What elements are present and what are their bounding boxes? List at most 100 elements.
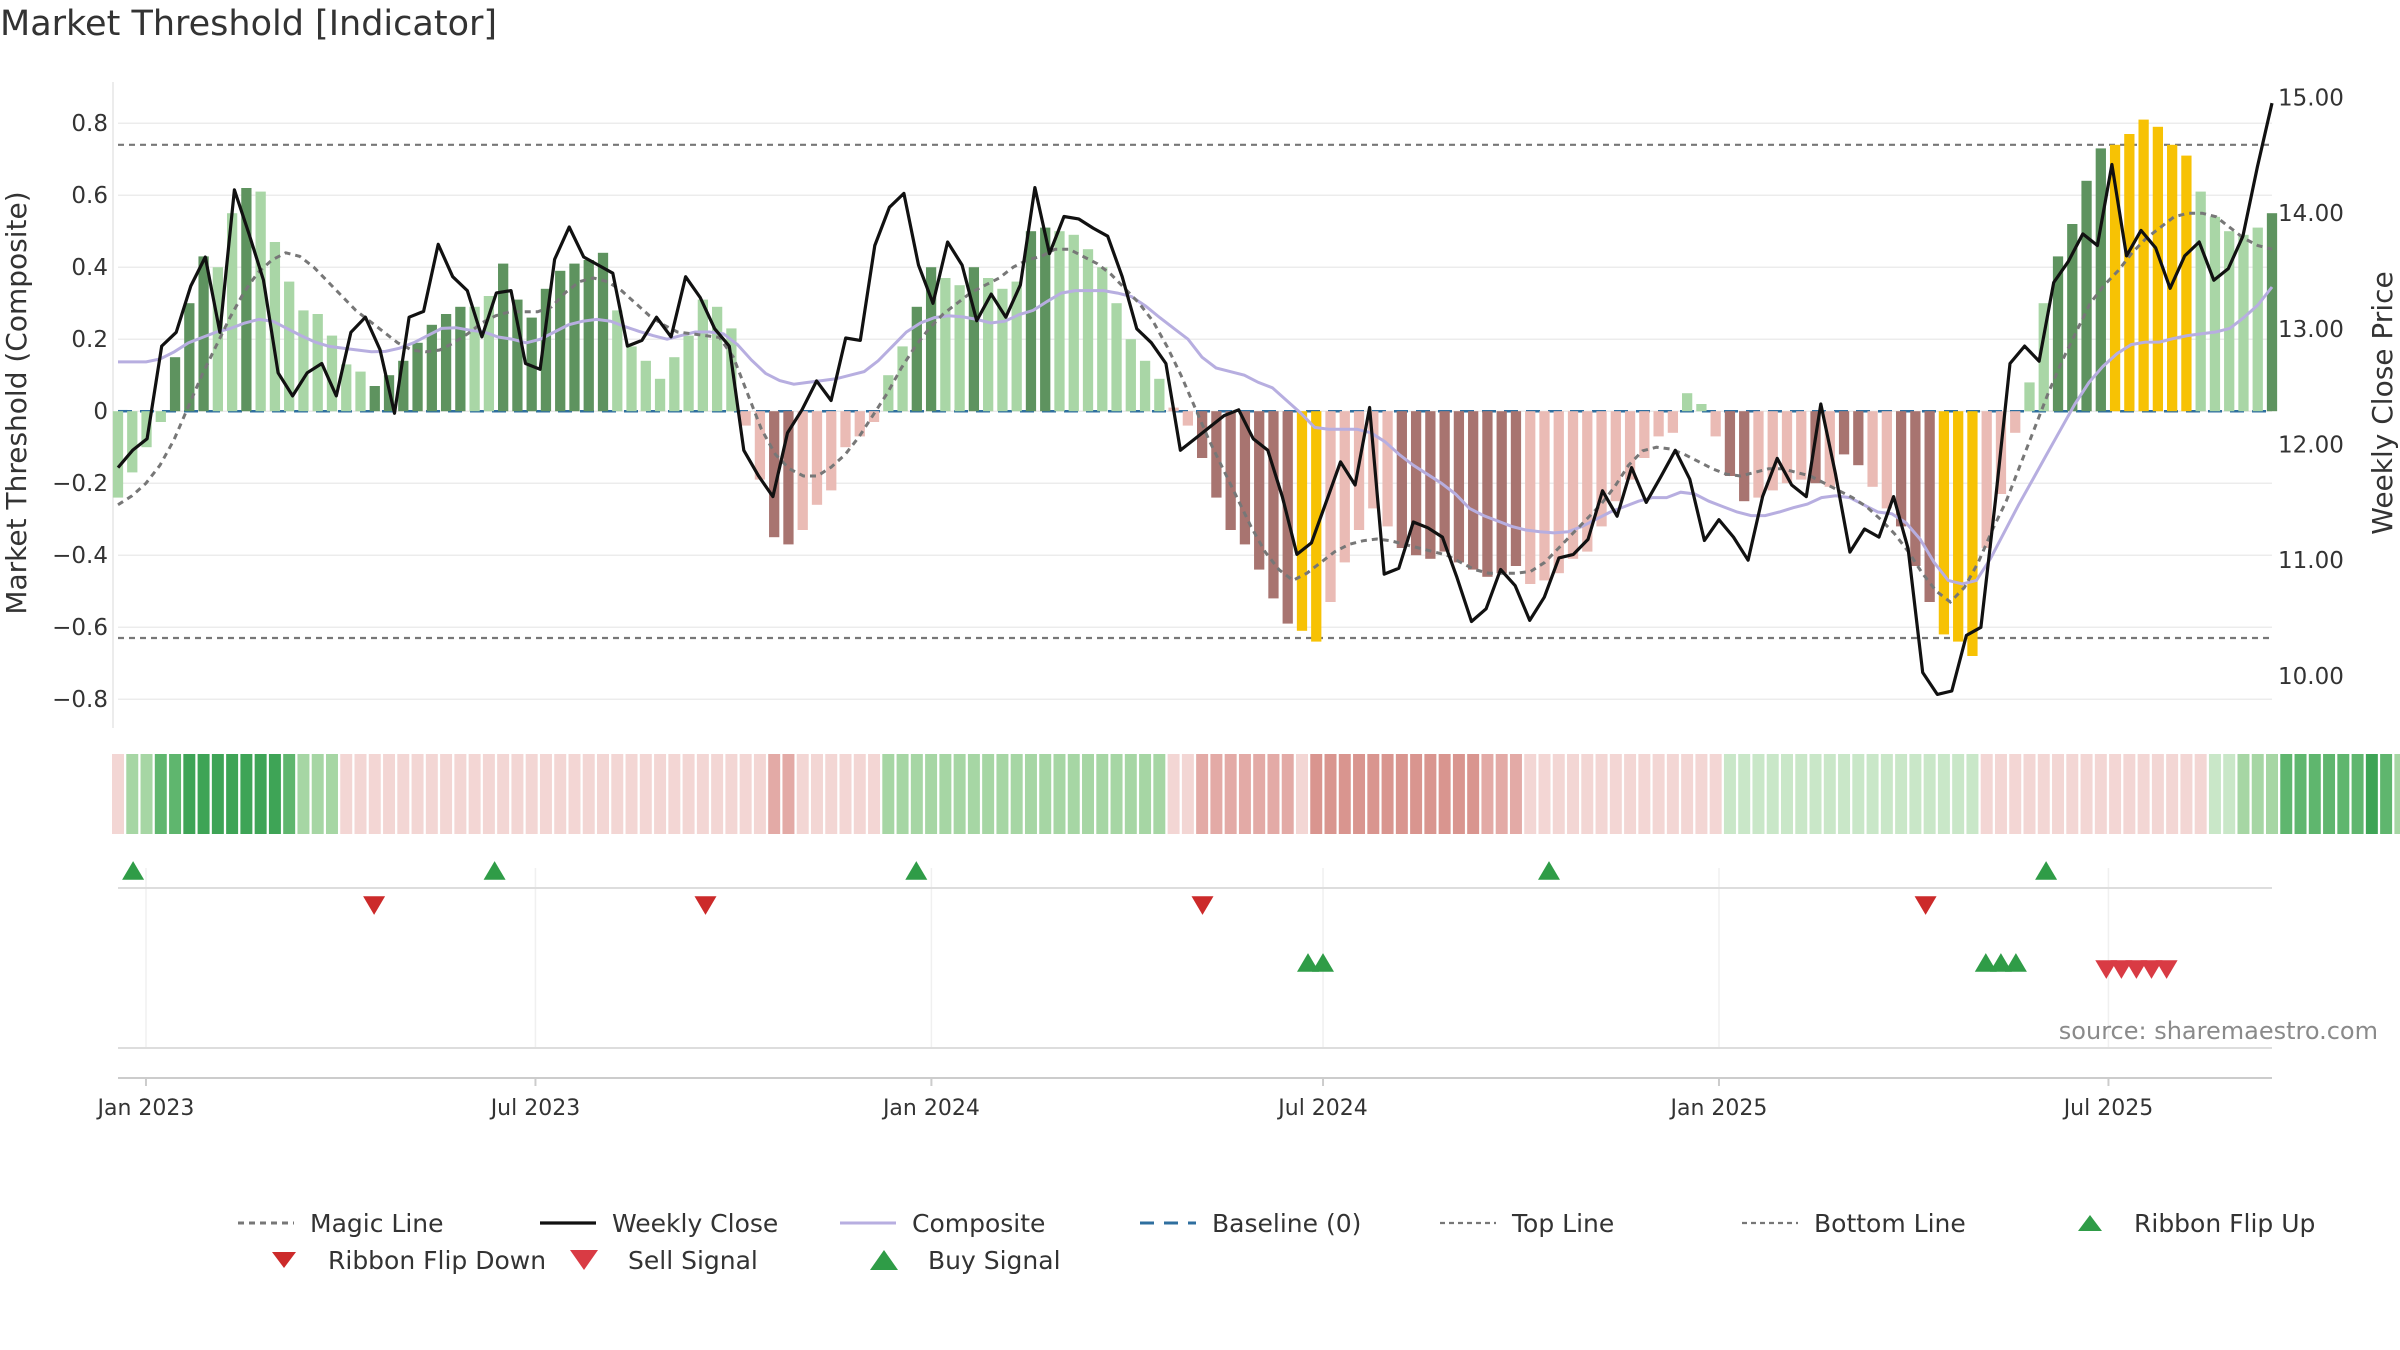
- ribbon-cell-102: [1567, 754, 1580, 834]
- ribbon-cell-2: [140, 754, 153, 834]
- composite-bar-5: [184, 303, 195, 412]
- x-tick-label: Jan 2025: [1669, 1096, 1768, 1121]
- ribbon-cell-74: [1167, 754, 1180, 834]
- composite-bar-18: [369, 386, 380, 412]
- x-tick-label: Jul 2025: [2062, 1096, 2154, 1121]
- ribbon-cell-8: [226, 754, 239, 834]
- legend-swatch: [1742, 1221, 1798, 1225]
- composite-bar-51: [840, 411, 851, 448]
- ribbon-cell-151: [2266, 754, 2278, 834]
- composite-bar-2: [141, 411, 152, 448]
- legend-swatch: [1140, 1221, 1196, 1225]
- ribbon-cell-106: [1624, 754, 1637, 834]
- ribbon-cell-0: [112, 754, 124, 834]
- ribbon-cell-155: [2323, 754, 2336, 834]
- ribbon-cell-30: [539, 754, 552, 834]
- ribbon-flip-up-marker: [122, 861, 145, 880]
- ribbon-cell-146: [2194, 754, 2207, 834]
- composite-bar-108: [1653, 411, 1664, 437]
- composite-bar-101: [1553, 411, 1564, 574]
- sell-signal-marker: [2140, 960, 2163, 979]
- ribbon-cell-37: [639, 754, 652, 834]
- legend-swatch: [870, 1250, 898, 1270]
- ribbon-cell-140: [2109, 754, 2122, 834]
- composite-bar-144: [2167, 144, 2178, 412]
- ribbon-cell-56: [910, 754, 923, 834]
- composite-bar-36: [626, 346, 637, 412]
- legend-label: Bottom Line: [1814, 1208, 1966, 1238]
- composite-bar-49: [811, 411, 823, 505]
- composite-bar-38: [654, 378, 666, 412]
- ribbon-flip-up-marker: [1538, 861, 1560, 880]
- ribbon-cell-79: [1238, 754, 1251, 834]
- composite-bar-128: [1938, 411, 1950, 635]
- ribbon-cell-71: [1124, 754, 1137, 834]
- ribbon-cell-58: [939, 754, 952, 834]
- ribbon-cell-136: [2052, 754, 2065, 834]
- ribbon-cell-49: [810, 754, 823, 834]
- composite-bar-68: [1082, 249, 1094, 412]
- ribbon-cell-129: [1952, 754, 1965, 834]
- ribbon-cell-23: [440, 754, 453, 834]
- composite-bar-126: [1910, 411, 1921, 566]
- ribbon-cell-134: [2023, 754, 2036, 834]
- ribbon-cell-22: [425, 754, 438, 834]
- ribbon-cell-91: [1410, 754, 1423, 834]
- left-y-tick-label: 0: [93, 399, 108, 425]
- ribbon-cell-72: [1139, 754, 1152, 834]
- legend-label: Ribbon Flip Down: [328, 1245, 547, 1275]
- composite-bar-109: [1667, 411, 1679, 433]
- ribbon-cell-65: [1039, 754, 1052, 834]
- ribbon-cell-40: [682, 754, 695, 834]
- ribbon-cell-123: [1866, 754, 1879, 834]
- ribbon-cell-127: [1923, 754, 1936, 834]
- composite-bar-112: [1710, 411, 1721, 437]
- ribbon-cell-152: [2280, 754, 2293, 834]
- ribbon-cell-1: [126, 754, 139, 834]
- composite-bar-20: [398, 360, 409, 412]
- ribbon-cell-52: [853, 754, 866, 834]
- ribbon-cell-87: [1353, 754, 1366, 834]
- ribbon-cell-66: [1053, 754, 1066, 834]
- ribbon-cell-32: [568, 754, 581, 834]
- composite-bar-61: [983, 278, 994, 412]
- composite-bar-72: [1139, 360, 1151, 412]
- ribbon-cell-113: [1723, 754, 1736, 834]
- ribbon-cell-128: [1937, 754, 1950, 834]
- composite-bar-113: [1724, 411, 1736, 476]
- composite-bar-146: [2195, 191, 2206, 412]
- composite-bar-53: [868, 411, 880, 422]
- composite-bar-147: [2209, 216, 2221, 412]
- composite-bar-24: [455, 306, 466, 412]
- ribbon-cell-38: [654, 754, 667, 834]
- ribbon-cell-154: [2308, 754, 2321, 834]
- ribbon-cell-13: [297, 754, 310, 834]
- ribbon-cell-51: [839, 754, 852, 834]
- ribbon-cell-84: [1310, 754, 1323, 834]
- composite-bar-117: [1781, 411, 1793, 484]
- ribbon-cell-96: [1481, 754, 1494, 834]
- ribbon-cell-100: [1538, 754, 1551, 834]
- composite-bar-86: [1339, 411, 1350, 563]
- ribbon-cell-150: [2251, 754, 2264, 834]
- composite-bar-73: [1154, 378, 1165, 412]
- composite-bar-58: [940, 278, 951, 412]
- ribbon-cell-99: [1524, 754, 1537, 834]
- ribbon-cell-70: [1110, 754, 1123, 834]
- ribbon-cell-45: [753, 754, 766, 834]
- ribbon-cell-158: [2365, 754, 2378, 834]
- legend-swatch: [1440, 1221, 1496, 1225]
- ribbon-cell-47: [782, 754, 795, 834]
- ribbon-cell-142: [2137, 754, 2150, 834]
- composite-bar-63: [1011, 281, 1022, 412]
- ribbon-cell-89: [1381, 754, 1394, 834]
- ribbon-cell-75: [1181, 754, 1194, 834]
- composite-bar-102: [1567, 411, 1579, 559]
- composite-bar-106: [1624, 411, 1636, 480]
- composite-bar-98: [1510, 411, 1522, 566]
- composite-bar-134: [2024, 382, 2035, 412]
- composite-bar-96: [1482, 411, 1493, 577]
- composite-bar-0: [112, 411, 124, 498]
- legend-swatch: [238, 1221, 294, 1225]
- legend-label: Ribbon Flip Up: [2134, 1208, 2316, 1238]
